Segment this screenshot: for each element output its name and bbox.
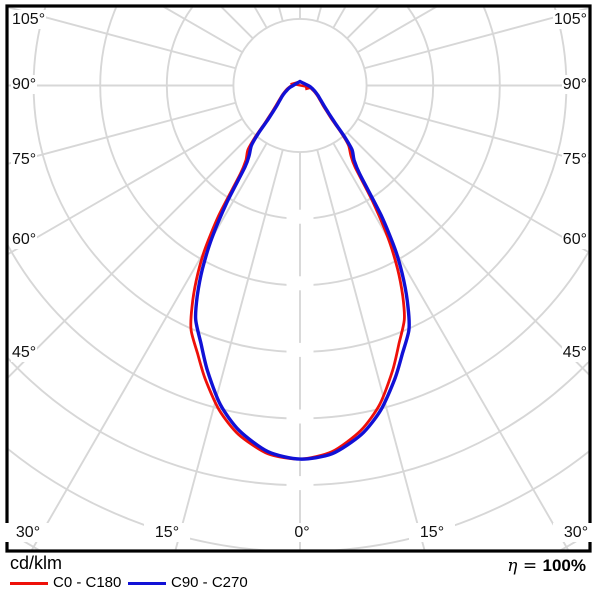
angle-label-right-60: 60° xyxy=(561,230,588,249)
angle-label-left-105: 105° xyxy=(11,10,47,29)
legend-line-c90-c270 xyxy=(128,582,166,585)
intensity-curves xyxy=(189,79,411,461)
angle-label-right-105: 105° xyxy=(552,10,588,29)
angle-label-bottom-4-30: 30° xyxy=(553,523,599,542)
angle-label-left-45: 45° xyxy=(11,343,38,362)
angle-label-left-90: 90° xyxy=(11,75,38,94)
angle-label-right-90: 90° xyxy=(561,75,588,94)
angle-label-bottom-2-0: 0° xyxy=(279,523,325,542)
polar-plot-canvas xyxy=(5,4,592,553)
angle-label-bottom-1-15: 15° xyxy=(144,523,190,542)
angle-label-bottom-3-15: 15° xyxy=(409,523,455,542)
legend-label-c90-c270: C90 - C270 xyxy=(171,574,248,591)
angle-label-bottom-0-30: 30° xyxy=(5,523,51,542)
angle-label-left-75: 75° xyxy=(11,150,38,169)
eta-value: 100% xyxy=(542,556,586,575)
angle-label-left-60: 60° xyxy=(11,230,38,249)
eta-symbol: η = xyxy=(507,556,543,576)
legend-line-c0-c180 xyxy=(10,582,48,585)
plot-border xyxy=(5,4,592,553)
unit-label: cd/klm xyxy=(10,553,63,573)
angle-label-right-75: 75° xyxy=(561,150,588,169)
scale-label-boxes xyxy=(286,209,314,491)
angle-label-right-45: 45° xyxy=(561,343,588,362)
curve-c90-c270 xyxy=(193,79,411,461)
legend-label-c0-c180: C0 - C180 xyxy=(53,574,122,591)
light-output-ratio: η = 100% xyxy=(507,556,586,576)
